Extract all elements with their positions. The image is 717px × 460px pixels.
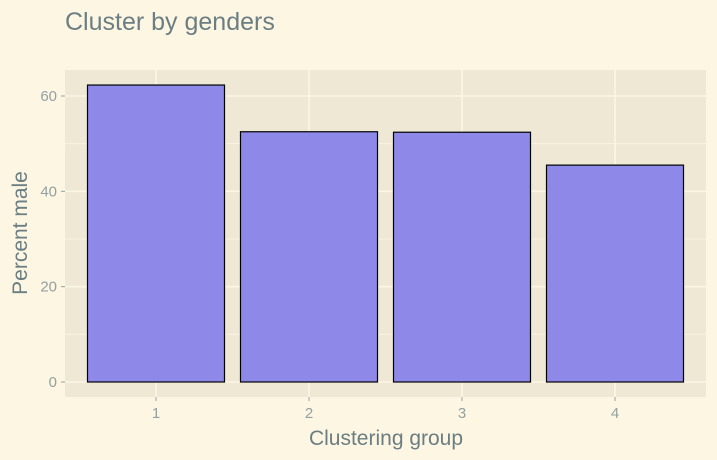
bar-3 [392, 131, 532, 383]
y-axis-ticks: 0 20 40 60 [40, 88, 65, 391]
y-tick-label: 40 [40, 183, 57, 200]
x-tick-label: 3 [458, 405, 466, 422]
y-tick-label: 20 [40, 279, 57, 296]
chart-title: Cluster by genders [65, 8, 275, 36]
bar-1 [86, 84, 226, 383]
y-axis-label: Percent male [9, 171, 32, 295]
bar-4 [545, 164, 685, 383]
bar-2 [239, 131, 379, 383]
x-tick-label: 4 [611, 405, 619, 422]
x-axis-label: Clustering group [309, 427, 463, 450]
y-tick-label: 0 [49, 374, 57, 391]
x-tick-label: 1 [152, 405, 160, 422]
y-tick-label: 60 [40, 88, 57, 105]
x-axis-ticks: 1 2 3 4 [152, 397, 619, 422]
bars-group [86, 84, 685, 383]
x-tick-label: 2 [305, 405, 313, 422]
